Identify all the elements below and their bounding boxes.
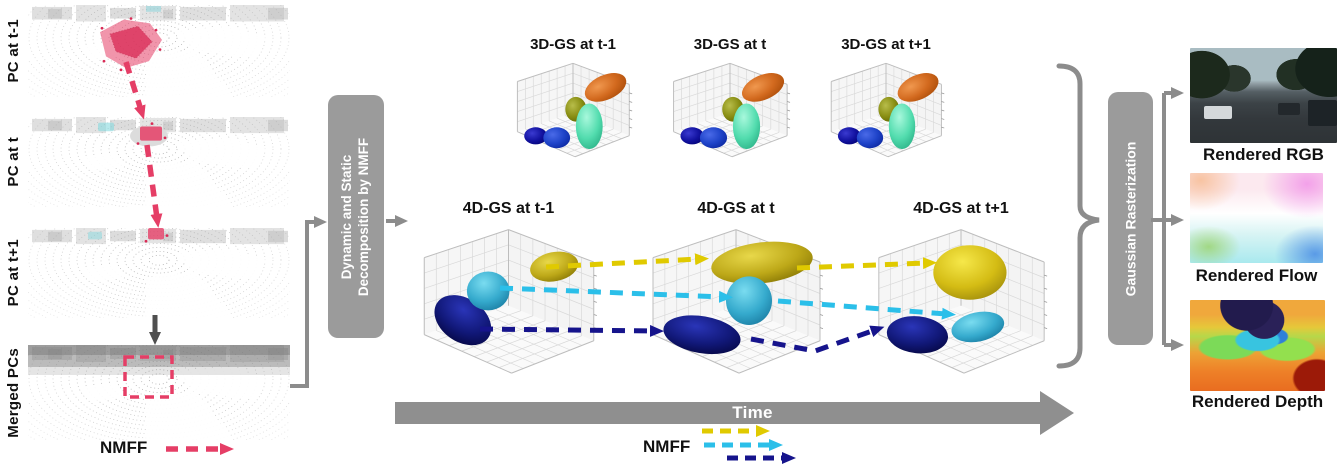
rendered-rgb-image — [1190, 48, 1337, 143]
plot-4dgs-t-1: 4D-GS at t-1 — [407, 200, 610, 395]
lidar-background — [28, 228, 290, 318]
plot-title: 4D-GS at t — [697, 200, 775, 217]
plot-title: 3D-GS at t+1 — [841, 36, 931, 53]
dynamic-object-points — [100, 5, 162, 72]
plot-4dgs-t-1-axes — [423, 229, 597, 374]
time-arrowhead — [1040, 391, 1074, 435]
plot-3dgs-t-axes — [673, 62, 791, 158]
plot-3dgs-t1-axes — [830, 62, 945, 158]
connector-merged-to-decomposition — [290, 216, 327, 388]
rasterization-box-label: Gaussian Rasterization — [1121, 141, 1138, 296]
point-cloud-image-t-1 — [28, 5, 290, 97]
pc-panel-label-t: PC at t — [4, 137, 22, 187]
gaussian-ellipsoids — [680, 73, 785, 150]
white-car — [1204, 106, 1232, 119]
rendered-flow-image — [1190, 173, 1323, 263]
time-arrow: Time — [395, 402, 1040, 424]
curly-brace — [1056, 63, 1100, 369]
pc-panel-label-t1: PC at t+1 — [4, 239, 22, 307]
axes-grid — [516, 62, 633, 158]
nmff-highlight-box — [123, 355, 174, 399]
rendered-depth-image — [1190, 300, 1325, 391]
gaussian-ellipsoids — [837, 73, 939, 150]
time-arrow-label: Time — [732, 403, 773, 422]
plot-4dgs-t-axes — [652, 229, 824, 374]
plot-title: 4D-GS at t+1 — [913, 200, 1009, 217]
gaussian-ellipsoids — [524, 73, 627, 150]
decomposition-box-line1: Dynamic and Static — [339, 154, 355, 279]
decomposition-box: Dynamic and Static Decomposition by NMFF — [328, 95, 384, 338]
merged-dark-band — [28, 345, 290, 375]
plot-4dgs-t1-axes — [878, 229, 1048, 374]
pc-panel-label-merged: Merged PCs — [4, 347, 22, 438]
rasterization-box: Gaussian Rasterization — [1108, 92, 1153, 345]
dynamic-object-points — [98, 122, 168, 147]
plot-4dgs-t1: 4D-GS at t+1 — [862, 200, 1060, 395]
plot-title: 3D-GS at t-1 — [530, 36, 616, 53]
nmff-legend-center-label: NMFF — [643, 437, 691, 456]
plot-3dgs-t-1: 3D-GS at t-1 — [506, 36, 640, 171]
gaussian-ellipsoids — [886, 245, 1007, 354]
plot-3dgs-t-1-axes — [516, 62, 633, 158]
rendered-rgb-label: Rendered RGB — [1203, 145, 1324, 164]
plot-title: 3D-GS at t — [693, 36, 767, 53]
nmff-legend-left-label: NMFF — [100, 438, 148, 457]
rendered-flow-label: Rendered Flow — [1195, 266, 1318, 285]
lidar-background — [28, 5, 290, 97]
rendered-depth-label: Rendered Depth — [1191, 392, 1324, 411]
decomposition-box-line2: Decomposition by NMFF — [356, 137, 371, 296]
gaussian-ellipsoids — [663, 241, 813, 355]
point-cloud-image-t — [28, 117, 290, 207]
plot-title: 4D-GS at t-1 — [462, 200, 555, 217]
plot-3dgs-t1: 3D-GS at t+1 — [820, 36, 952, 171]
point-cloud-image-t1 — [28, 228, 290, 318]
plot-4dgs-t: 4D-GS at t — [636, 200, 836, 395]
parked-suv — [1308, 100, 1337, 126]
plot-3dgs-t: 3D-GS at t — [662, 36, 798, 171]
dark-car — [1278, 103, 1300, 115]
dynamic-object-points — [88, 228, 169, 243]
point-cloud-image-merged — [28, 345, 290, 440]
pc-panel-label-t-1: PC at t-1 — [4, 19, 22, 83]
